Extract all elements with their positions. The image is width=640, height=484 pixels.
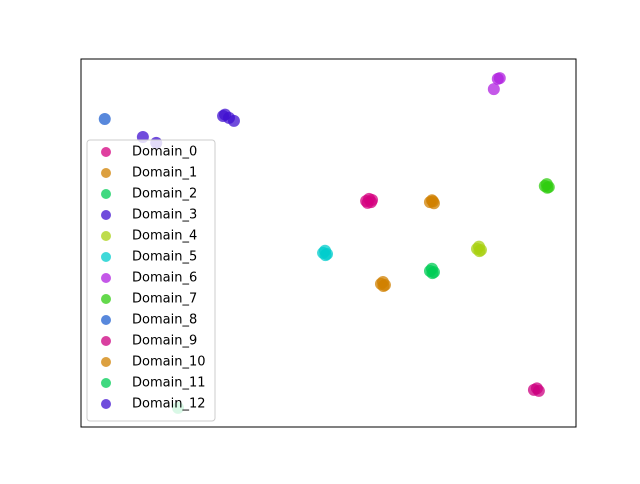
legend-marker — [101, 315, 111, 325]
legend-marker — [101, 273, 111, 283]
legend-marker — [101, 231, 111, 241]
legend-marker — [101, 399, 111, 409]
legend-label: Domain_1 — [132, 166, 197, 181]
legend-label: Domain_4 — [132, 229, 197, 244]
legend-marker — [101, 378, 111, 388]
point — [541, 181, 554, 194]
legend-label: Domain_11 — [132, 376, 206, 391]
legend-label: Domain_3 — [132, 208, 197, 223]
point — [377, 280, 390, 293]
point — [487, 83, 500, 96]
legend-marker — [101, 252, 111, 262]
point — [98, 112, 111, 125]
point — [493, 72, 506, 85]
legend-marker — [101, 189, 111, 199]
legend-label: Domain_0 — [132, 145, 197, 160]
point — [530, 382, 543, 395]
legend-label: Domain_8 — [132, 313, 197, 328]
point — [227, 114, 240, 127]
legend-label: Domain_5 — [132, 250, 197, 265]
point — [319, 249, 332, 262]
legend-box — [86, 139, 216, 422]
point — [361, 196, 374, 209]
point — [426, 267, 439, 280]
plot-frame — [80, 58, 577, 428]
legend-marker — [101, 210, 111, 220]
legend-marker — [101, 168, 111, 178]
point — [473, 245, 486, 258]
point — [426, 195, 439, 208]
legend-marker — [101, 147, 111, 157]
legend-label: Domain_7 — [132, 292, 197, 307]
legend-label: Domain_10 — [132, 355, 206, 370]
legend-marker — [101, 357, 111, 367]
legend-label: Domain_2 — [132, 187, 197, 202]
legend-marker — [101, 336, 111, 346]
legend-label: Domain_9 — [132, 334, 197, 349]
legend-label: Domain_12 — [132, 397, 206, 412]
legend-marker — [101, 294, 111, 304]
legend-label: Domain_6 — [132, 271, 197, 286]
